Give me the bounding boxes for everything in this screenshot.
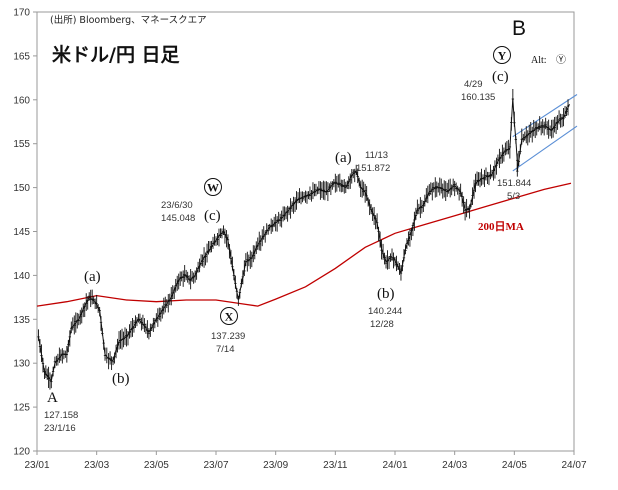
wave-label-B: B (512, 17, 526, 40)
x-axis: 23/01 23/03 23/05 23/07 23/09 23/11 24/01 24/03… (24, 451, 587, 471)
ann-x-date: 7/14 (216, 344, 235, 355)
y-tick-label: 140 (13, 271, 30, 282)
ann-low-a-date: 23/1/16 (44, 423, 76, 434)
series-layer (36, 88, 578, 390)
svg-text:Y: Y (498, 49, 507, 63)
ann-low-may-date: 5/3 (507, 191, 520, 202)
channel-lower-line (512, 125, 578, 172)
x-tick-label: 23/07 (203, 460, 228, 471)
circled-Y: Y (493, 46, 511, 64)
y-tick-label: 150 (13, 183, 30, 194)
ann-c2-price: 160.135 (461, 92, 495, 103)
y-tick-label: 135 (13, 315, 30, 326)
x-tick-label: 23/09 (263, 460, 288, 471)
y-tick-label: 125 (13, 403, 30, 414)
y-axis: 120 125 130 135 140 145 150 155 160 165 170 (13, 8, 37, 458)
price-bars (37, 88, 570, 390)
y-tick-label: 165 (13, 51, 30, 62)
wave-label-a2: (a) (335, 150, 352, 166)
x-tick-label: 24/01 (382, 460, 407, 471)
wave-label-a1: (a) (84, 269, 101, 285)
circled-X: X (220, 307, 238, 325)
ann-w-date: 23/6/30 (161, 200, 193, 211)
ann-x-price: 137.239 (211, 331, 245, 342)
chart-title: 米ドル/円 日足 (52, 43, 181, 66)
wave-label-b2: (b) (377, 286, 395, 302)
wave-label-c1: (c) (204, 208, 221, 224)
y-tick-label: 160 (13, 95, 30, 106)
x-tick-label: 23/01 (24, 460, 49, 471)
alt-label: Alt: (531, 55, 547, 66)
channel-upper-line (512, 94, 578, 138)
ma-label: 200日MA (478, 220, 524, 233)
y-tick-label: 155 (13, 139, 30, 150)
svg-text:X: X (225, 310, 234, 324)
svg-text:W: W (207, 181, 219, 195)
ann-w-price: 145.048 (161, 213, 195, 224)
x-tick-label: 23/11 (323, 460, 348, 471)
y-tick-label: 120 (13, 447, 30, 458)
circled-W: W (204, 178, 222, 196)
ma-200-line (36, 182, 572, 307)
wave-label-b1: (b) (112, 371, 130, 387)
wave-label-A: A (47, 390, 58, 406)
ann-c2-date: 4/29 (464, 79, 483, 90)
ann-a2-price: 151.872 (356, 163, 390, 174)
ann-b2-date: 12/28 (370, 319, 394, 330)
y-tick-label: 145 (13, 227, 30, 238)
x-tick-label: 23/03 (84, 460, 109, 471)
y-tick-label: 170 (13, 8, 30, 19)
x-tick-label: 24/05 (502, 460, 527, 471)
ann-low-may-price: 151.844 (497, 178, 531, 189)
ann-low-a-price: 127.158 (44, 410, 78, 421)
source-note: (出所) Bloomberg、マネースクエア (50, 14, 207, 26)
x-tick-label: 23/05 (144, 460, 169, 471)
x-tick-label: 24/07 (561, 460, 586, 471)
x-tick-label: 24/03 (442, 460, 467, 471)
wave-label-c2: (c) (492, 69, 509, 85)
y-tick-label: 130 (13, 359, 30, 370)
ann-b2-price: 140.244 (368, 306, 402, 317)
price-line (38, 98, 570, 382)
ann-a2-date: 11/13 (365, 150, 388, 161)
alt-symbol: Ⓨ (556, 54, 566, 66)
